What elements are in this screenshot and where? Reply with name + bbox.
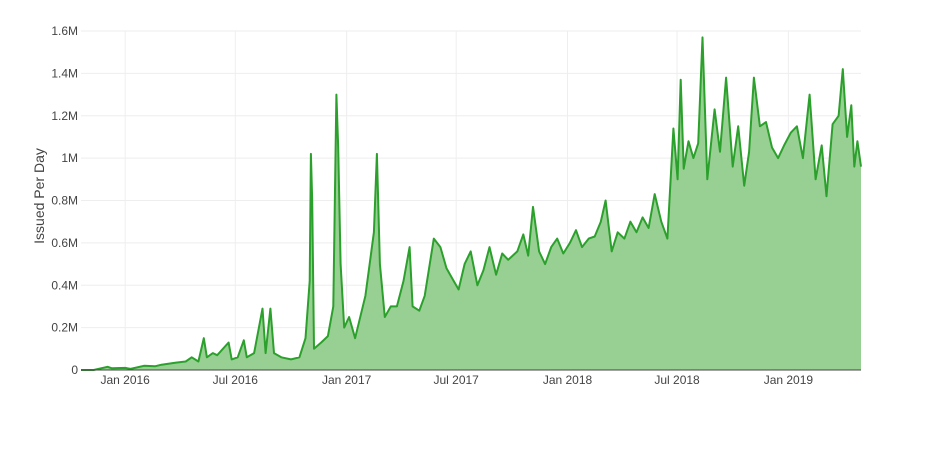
series-line bbox=[81, 36, 862, 371]
series-layer bbox=[81, 36, 862, 371]
y-axis-title: Issued Per Day bbox=[31, 148, 47, 244]
y-tick-label: 1.2M bbox=[51, 109, 78, 123]
y-tick-label: 1.4M bbox=[51, 66, 78, 80]
y-tick-label: 0.8M bbox=[51, 194, 78, 208]
series-area bbox=[81, 37, 861, 371]
y-tick-label: 1M bbox=[61, 151, 78, 165]
y-tick-label: 0.2M bbox=[51, 321, 78, 335]
x-tick-label: Jul 2017 bbox=[433, 373, 479, 387]
y-tick-label: 0.4M bbox=[51, 278, 78, 292]
x-tick-label: Jul 2018 bbox=[654, 373, 700, 387]
x-tick-label: Jan 2017 bbox=[322, 373, 372, 387]
x-tick-label: Jan 2019 bbox=[764, 373, 814, 387]
y-tick-label: 1.6M bbox=[51, 24, 78, 38]
y-tick-label: 0.6M bbox=[51, 236, 78, 250]
y-tick-label: 0 bbox=[71, 363, 78, 377]
x-tick-label: Jul 2016 bbox=[213, 373, 259, 387]
x-tick-label: Jan 2018 bbox=[543, 373, 593, 387]
axis-layer: Jan 2016 Jul 2016 Jan 2017 Jul 2017 Jan 2018… bbox=[51, 24, 861, 387]
x-tick-label: Jan 2016 bbox=[100, 373, 150, 387]
